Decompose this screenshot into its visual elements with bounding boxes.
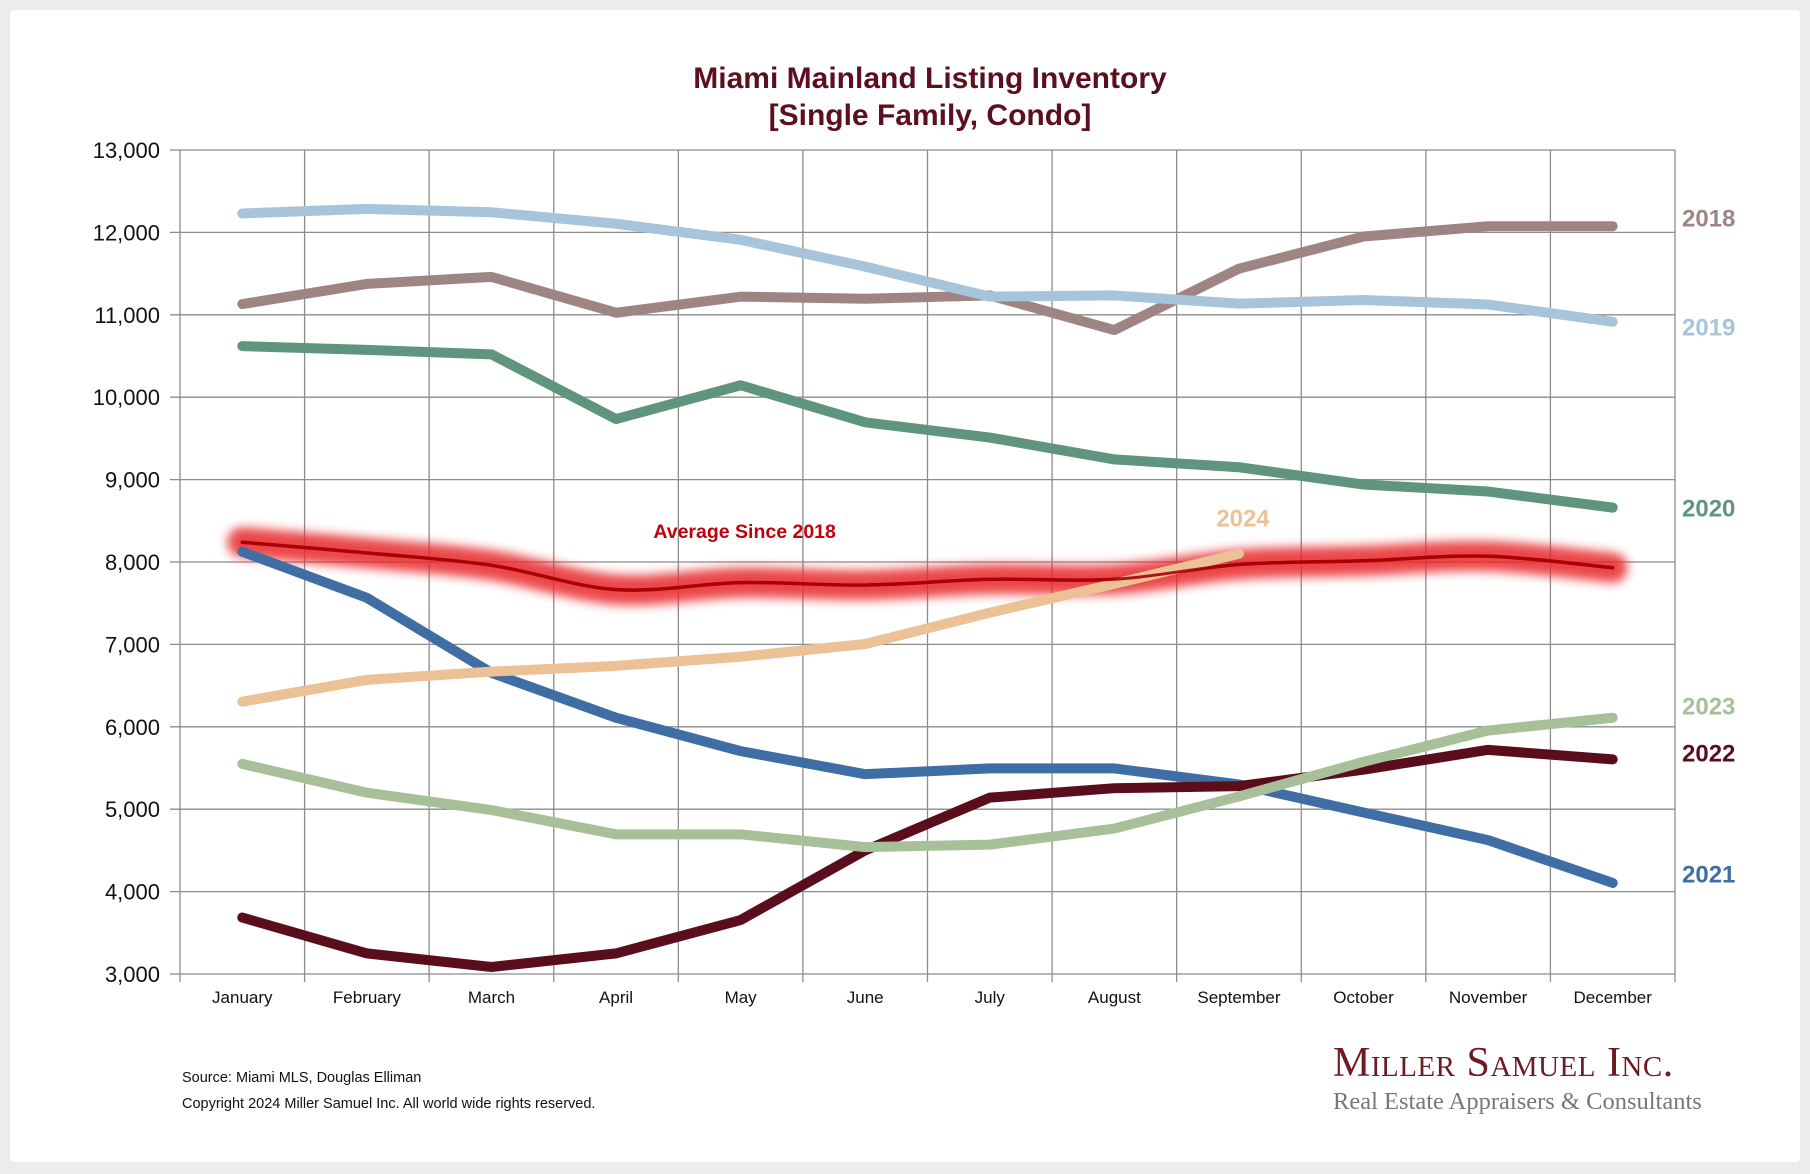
chart-title: Miami Mainland Listing Inventory xyxy=(693,62,1167,95)
series-label-2023: 2023 xyxy=(1682,693,1735,720)
line-2019 xyxy=(237,203,1618,327)
series-labels: 2018 2019 2020 2021 2022 2023 2024 Average Sinc… xyxy=(653,206,1735,889)
y-tick-label: 12,000 xyxy=(93,220,160,245)
line-2018 xyxy=(237,221,1618,336)
y-tick-label: 9,000 xyxy=(105,468,160,493)
x-tick-label: August xyxy=(1088,988,1141,1007)
copyright-note: Copyright 2024 Miller Samuel Inc. All wo… xyxy=(182,1096,596,1112)
y-tick-label: 11,000 xyxy=(94,303,160,328)
line-2020 xyxy=(237,341,1618,513)
chart-subtitle: [Single Family, Condo] xyxy=(768,99,1092,132)
series-2019 xyxy=(237,203,1618,327)
y-tick-label: 4,000 xyxy=(105,880,160,905)
series-label-2018: 2018 xyxy=(1682,206,1735,233)
y-axis: 3,000 4,000 5,000 6,000 7,000 8,000 9,000 10,00… xyxy=(93,138,160,987)
x-tick-label: January xyxy=(212,988,273,1007)
x-tick-label: July xyxy=(975,988,1006,1007)
x-axis: January February March April May June July Augu… xyxy=(212,988,1652,1007)
y-tick-label: 3,000 xyxy=(105,962,160,987)
series-label-2019: 2019 xyxy=(1682,314,1735,341)
y-tick-label: 7,000 xyxy=(105,632,160,657)
x-tick-label: April xyxy=(599,988,633,1007)
x-tick-label: June xyxy=(847,988,884,1007)
average-label: Average Since 2018 xyxy=(653,521,836,543)
logo-name: Miller Samuel Inc. xyxy=(1333,1040,1674,1086)
line-2022 xyxy=(237,744,1618,972)
grid xyxy=(170,149,1676,982)
x-tick-label: December xyxy=(1573,988,1652,1007)
x-tick-label: September xyxy=(1197,988,1280,1007)
x-tick-label: October xyxy=(1333,988,1394,1007)
series-2020 xyxy=(237,341,1618,513)
series-label-2020: 2020 xyxy=(1682,496,1735,523)
x-tick-label: November xyxy=(1449,988,1528,1007)
source-note: Source: Miami MLS, Douglas Elliman xyxy=(182,1070,422,1086)
series-lines xyxy=(227,203,1628,972)
line-2023 xyxy=(237,712,1618,853)
line-2021 xyxy=(237,546,1618,888)
series-label-2022: 2022 xyxy=(1682,740,1735,767)
x-tick-label: May xyxy=(725,988,758,1007)
series-label-2024: 2024 xyxy=(1216,506,1270,533)
series-label-2021: 2021 xyxy=(1682,862,1735,889)
y-tick-label: 8,000 xyxy=(105,550,160,575)
chart-title-block: Miami Mainland Listing Inventory [Single… xyxy=(0,60,1810,134)
x-tick-label: March xyxy=(468,988,515,1007)
x-tick-label: February xyxy=(333,988,402,1007)
company-logo: Miller Samuel Inc. Real Estate Appraiser… xyxy=(1333,1041,1702,1117)
series-2018 xyxy=(237,221,1618,336)
y-tick-label: 10,000 xyxy=(93,385,160,410)
logo-tagline: Real Estate Appraisers & Consultants xyxy=(1333,1088,1702,1115)
y-tick-label: 13,000 xyxy=(93,138,160,163)
y-tick-label: 5,000 xyxy=(105,797,160,822)
series-2024 xyxy=(237,548,1244,707)
y-tick-label: 6,000 xyxy=(105,715,160,740)
series-2023 xyxy=(237,712,1618,853)
average-line-top xyxy=(240,540,1615,592)
